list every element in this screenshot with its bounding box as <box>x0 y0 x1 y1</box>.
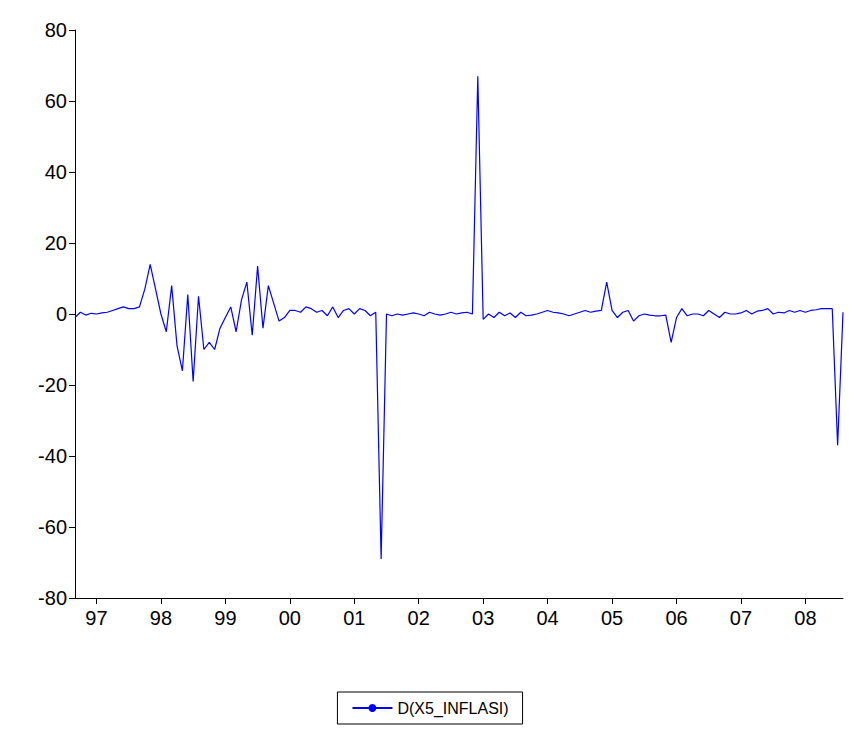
svg-text:01: 01 <box>343 607 365 629</box>
svg-text:-20: -20 <box>38 374 67 396</box>
svg-text:05: 05 <box>601 607 623 629</box>
svg-text:03: 03 <box>472 607 494 629</box>
svg-text:06: 06 <box>665 607 687 629</box>
svg-text:0: 0 <box>56 303 67 325</box>
svg-text:97: 97 <box>85 607 107 629</box>
svg-text:08: 08 <box>794 607 816 629</box>
svg-text:60: 60 <box>45 90 67 112</box>
svg-text:07: 07 <box>730 607 752 629</box>
svg-text:00: 00 <box>279 607 301 629</box>
svg-text:80: 80 <box>45 19 67 41</box>
svg-text:40: 40 <box>45 161 67 183</box>
svg-text:-40: -40 <box>38 445 67 467</box>
svg-text:-80: -80 <box>38 587 67 609</box>
svg-text:98: 98 <box>150 607 172 629</box>
svg-text:D(X5_INFLASI): D(X5_INFLASI) <box>397 700 508 718</box>
svg-text:-60: -60 <box>38 516 67 538</box>
svg-text:99: 99 <box>214 607 236 629</box>
svg-text:20: 20 <box>45 232 67 254</box>
svg-text:02: 02 <box>408 607 430 629</box>
svg-text:04: 04 <box>536 607 558 629</box>
